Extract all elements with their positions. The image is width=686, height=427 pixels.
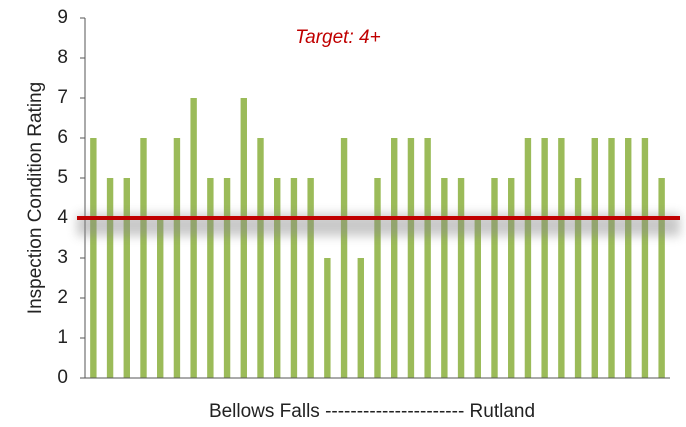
bar: [474, 218, 481, 378]
bar: [591, 138, 598, 378]
bar: [374, 178, 381, 378]
bar: [140, 138, 147, 378]
bar: [223, 178, 231, 378]
y-tick-label: 0: [57, 367, 68, 388]
bar: [574, 178, 582, 378]
y-axis-label: Inspection Condition Rating: [25, 82, 46, 314]
bar: [307, 178, 314, 378]
bar: [391, 138, 398, 378]
bar: [207, 178, 214, 378]
y-tick-label: 5: [57, 167, 68, 188]
bar: [157, 218, 164, 378]
bar: [424, 138, 431, 378]
bar: [357, 258, 364, 378]
bar: [508, 178, 515, 378]
bar: [90, 138, 97, 378]
x-axis-label: Bellows Falls ---------------------- Rut…: [209, 401, 535, 422]
bar: [324, 258, 331, 378]
bar: [190, 98, 197, 378]
bar: [340, 138, 348, 378]
bar: [608, 138, 615, 378]
bar: [274, 178, 281, 378]
bar: [123, 178, 130, 378]
bar: [558, 138, 565, 378]
y-tick-label: 7: [57, 87, 68, 108]
y-tick-label: 8: [57, 47, 68, 68]
bar: [641, 138, 649, 378]
y-tick-label: 2: [57, 287, 68, 308]
bar: [457, 178, 465, 378]
bar: [541, 138, 548, 378]
bar: [441, 178, 448, 378]
y-tick-label: 4: [57, 207, 68, 228]
bar: [625, 138, 632, 378]
bar: [407, 138, 415, 378]
y-tick-label: 6: [57, 127, 68, 148]
bar: [524, 138, 532, 378]
bar: [491, 178, 498, 378]
bar: [658, 178, 665, 378]
bar: [290, 178, 298, 378]
y-tick-label: 1: [57, 327, 68, 348]
bar: [173, 138, 181, 378]
y-tick-label: 3: [57, 247, 68, 268]
bar: [257, 138, 264, 378]
annotation: Target: 4+: [295, 27, 380, 48]
bar: [106, 178, 114, 378]
bar: [240, 98, 247, 378]
y-tick-label: 9: [57, 7, 68, 28]
